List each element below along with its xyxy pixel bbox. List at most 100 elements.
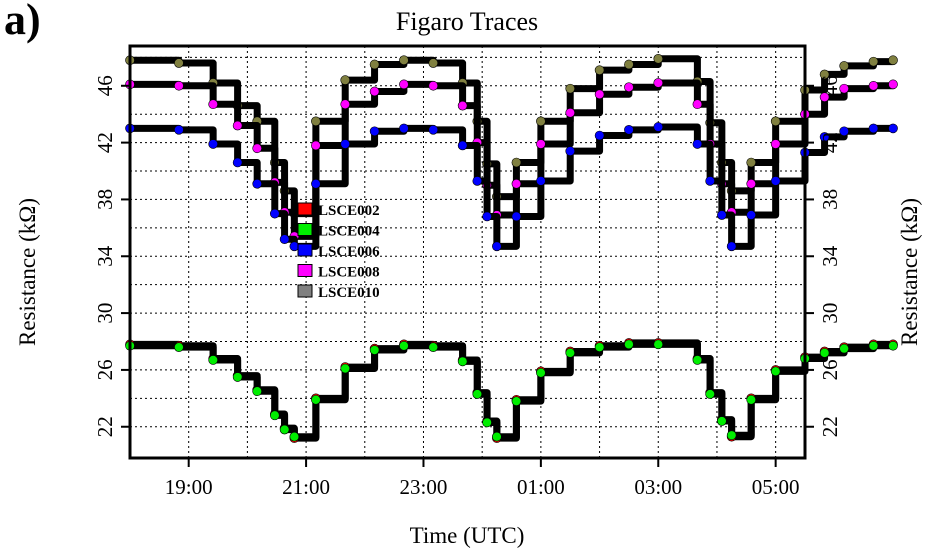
y-tick-label-left: 38 xyxy=(93,189,117,210)
y-tick-label-right: 38 xyxy=(818,189,842,210)
data-point xyxy=(428,342,439,352)
data-point xyxy=(536,176,546,186)
data-point xyxy=(279,424,290,435)
data-point xyxy=(311,394,321,405)
data-point xyxy=(428,125,439,135)
data-point xyxy=(457,100,468,111)
y-tick-label-left: 26 xyxy=(93,359,117,380)
data-point xyxy=(369,345,380,355)
data-point xyxy=(208,139,218,149)
axes: 19:00 21:00 23:00 01:00 03:00 05:00 22 22 26 26 30… xyxy=(93,75,842,499)
data-point xyxy=(868,340,879,351)
data-point xyxy=(511,396,522,406)
data-point xyxy=(770,366,781,377)
data-point xyxy=(746,179,756,189)
data-point xyxy=(232,372,243,382)
data-point xyxy=(594,89,605,100)
data-point xyxy=(311,116,321,127)
data-point xyxy=(252,143,262,154)
data-point xyxy=(705,176,715,186)
legend-swatch xyxy=(297,202,313,216)
data-point xyxy=(888,79,898,90)
data-point xyxy=(369,59,380,70)
data-point xyxy=(289,241,300,252)
y-tick-label-left: 46 xyxy=(93,75,117,96)
data-point xyxy=(472,389,483,399)
data-point xyxy=(565,348,576,358)
data-point xyxy=(340,75,351,85)
data-point xyxy=(511,157,522,168)
data-point xyxy=(492,241,502,252)
y-tick-label-left: 30 xyxy=(93,303,117,324)
data-point xyxy=(594,342,605,352)
data-point xyxy=(174,125,184,135)
data-point xyxy=(399,55,409,66)
data-point xyxy=(888,55,898,66)
y-tick-label-right: 26 xyxy=(818,359,842,380)
data-point xyxy=(399,123,409,134)
series-lsce006 xyxy=(125,122,898,252)
data-point xyxy=(819,69,830,80)
data-point xyxy=(770,116,781,127)
legend-swatch xyxy=(297,223,313,236)
data-point xyxy=(565,83,576,94)
data-point xyxy=(279,234,290,245)
data-point xyxy=(868,56,879,67)
data-point xyxy=(888,340,898,351)
data-point xyxy=(482,211,492,222)
x-tick-label: 05:00 xyxy=(752,475,800,499)
legend-swatch xyxy=(297,243,313,257)
data-point xyxy=(726,241,737,252)
y-tick-label-right: 34 xyxy=(818,245,842,267)
plot-frame xyxy=(128,44,807,460)
x-tick-label: 03:00 xyxy=(634,475,682,499)
data-point xyxy=(252,386,262,397)
data-point xyxy=(839,126,849,137)
data-point xyxy=(868,123,879,134)
y-tick-label-left: 34 xyxy=(93,245,117,267)
data-point xyxy=(399,79,409,90)
legend-label: LSCE006 xyxy=(318,244,380,260)
series-line xyxy=(130,340,894,441)
data-point xyxy=(624,82,634,92)
y-tick-label-right: 22 xyxy=(818,416,842,437)
x-tick-label: 19:00 xyxy=(165,475,213,499)
data-point xyxy=(839,61,849,71)
data-point xyxy=(232,120,243,131)
data-point xyxy=(174,58,184,68)
legend-swatch xyxy=(297,264,313,277)
data-point xyxy=(624,125,634,135)
panel-label: a) xyxy=(4,0,41,44)
legend: LSCE002 LSCE004 LSCE006 LSCE008 LSCE010 xyxy=(297,202,380,301)
x-tick-label: 23:00 xyxy=(400,475,448,499)
data-point xyxy=(770,176,781,186)
data-point xyxy=(340,99,351,110)
data-point xyxy=(482,417,492,428)
data-point xyxy=(311,179,321,189)
data-point xyxy=(369,86,380,97)
data-point xyxy=(624,59,634,70)
data-point xyxy=(594,65,605,75)
data-point xyxy=(536,116,546,127)
y-tick-label-left: 22 xyxy=(93,416,117,437)
y-axis-label-right: Resistance (kΩ) xyxy=(897,198,922,346)
data-point xyxy=(653,122,664,132)
data-point xyxy=(624,339,634,350)
data-point xyxy=(208,355,218,365)
data-point xyxy=(717,210,727,220)
y-tick-label-left: 42 xyxy=(93,132,117,153)
data-point xyxy=(819,348,830,358)
data-point xyxy=(746,394,756,405)
data-point xyxy=(369,126,380,137)
data-point xyxy=(269,410,280,421)
data-point xyxy=(653,78,664,88)
data-point xyxy=(770,139,781,149)
data-point xyxy=(819,92,830,102)
data-point xyxy=(457,356,468,367)
data-point xyxy=(888,123,898,134)
data-point xyxy=(311,140,321,151)
data-point xyxy=(232,157,243,168)
data-point xyxy=(289,431,300,442)
data-point xyxy=(457,140,468,151)
